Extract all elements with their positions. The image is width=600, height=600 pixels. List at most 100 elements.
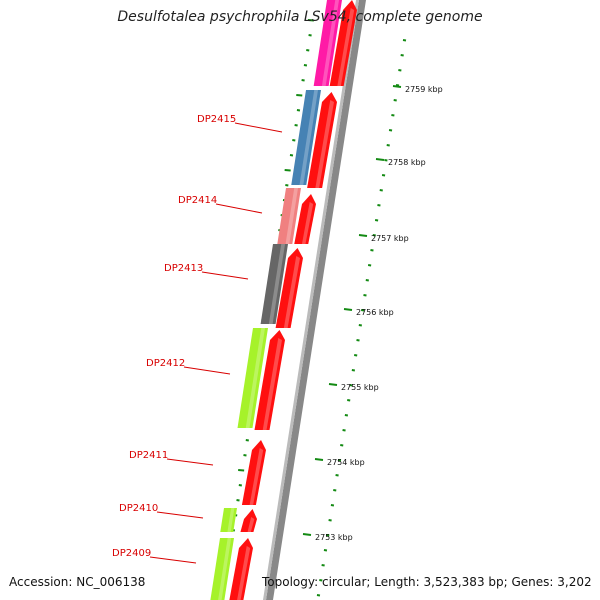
- inner-tick: [292, 139, 296, 142]
- outer-tick: [367, 264, 372, 267]
- gene-label-dp2413[interactable]: DP2413: [164, 263, 203, 274]
- outer-tick: [388, 129, 393, 132]
- leader-line: [215, 203, 263, 214]
- kbp-label: 2756 kbp: [356, 308, 394, 317]
- outer-tick: [326, 534, 330, 537]
- outer-tick: [374, 219, 379, 222]
- outer-tick: [386, 144, 390, 147]
- outer-tick: [354, 354, 358, 357]
- inner-tick: [294, 124, 298, 127]
- inner-tick: [303, 64, 308, 67]
- gene-arrow-7: [240, 509, 257, 532]
- outer-tick: [379, 189, 383, 192]
- inner-tick: [289, 154, 294, 157]
- gene-arrow-4: [275, 248, 303, 328]
- inner-tick: [306, 49, 310, 52]
- outer-tick: [398, 69, 402, 72]
- inner-tick: [308, 34, 312, 37]
- gene-block-dp2414: [277, 188, 301, 244]
- outer-tick: [323, 549, 328, 552]
- inner-tick: [236, 499, 240, 502]
- outer-tick: [381, 174, 386, 177]
- outer-tick: [333, 489, 337, 492]
- outer-tick: [358, 324, 362, 327]
- outer-tick: [384, 159, 388, 162]
- gene-block-dp2410: [220, 508, 237, 532]
- inner-tick: [284, 169, 291, 172]
- outer-tick: [372, 234, 376, 237]
- gene-label-dp2415[interactable]: DP2415: [197, 114, 236, 125]
- leader-line: [166, 458, 214, 466]
- gene-label-dp2409[interactable]: DP2409: [112, 548, 151, 559]
- leader-line: [183, 366, 231, 375]
- gene-label-dp2414[interactable]: DP2414: [178, 195, 217, 206]
- outer-tick: [335, 474, 339, 477]
- outer-tick: [360, 309, 365, 312]
- gene-block-dp2409: [210, 538, 234, 600]
- genome-backbone: [266, 0, 366, 600]
- kbp-label: 2758 kbp: [388, 158, 426, 167]
- outer-tick: [316, 594, 321, 597]
- leader-line: [149, 556, 197, 564]
- outer-tick: [363, 294, 367, 297]
- kbp-label: 2757 kbp: [371, 234, 409, 243]
- outer-tick: [351, 369, 356, 372]
- inner-tick: [238, 469, 245, 472]
- major-tick: [328, 383, 338, 386]
- outer-tick: [347, 399, 351, 402]
- major-tick: [343, 308, 353, 311]
- genome-title: Desulfotalea psychrophila LSv54, complet…: [117, 9, 483, 25]
- gene-arrow-1: [329, 0, 357, 86]
- leader-line: [234, 122, 283, 133]
- inner-tick: [238, 484, 242, 487]
- gene-arrow-8: [229, 538, 253, 600]
- outer-tick: [321, 564, 325, 567]
- inner-tick: [296, 94, 303, 97]
- outer-tick: [342, 429, 346, 432]
- gene-arrow-5: [254, 330, 285, 430]
- outer-tick: [395, 84, 400, 87]
- major-tick: [302, 533, 312, 536]
- major-tick: [314, 458, 324, 461]
- outer-tick: [402, 39, 407, 42]
- genome-backbone-highlight: [263, 0, 359, 600]
- outer-tick: [328, 519, 332, 522]
- outer-tick: [356, 339, 360, 342]
- major-tick: [375, 158, 385, 161]
- outer-tick: [340, 444, 344, 447]
- gene-arrow-2: [307, 92, 337, 188]
- kbp-label: 2755 kbp: [341, 383, 379, 392]
- gene-label-dp2411[interactable]: DP2411: [129, 450, 168, 461]
- kbp-label: 2754 kbp: [327, 458, 365, 467]
- outer-tick: [319, 579, 323, 582]
- kbp-label: 2759 kbp: [405, 85, 443, 94]
- outer-tick: [344, 414, 349, 417]
- gene-block-magenta: [313, 0, 342, 86]
- inner-tick: [307, 19, 314, 22]
- outer-tick: [377, 204, 381, 207]
- outer-tick: [365, 279, 369, 282]
- topology-text: Topology: circular; Length: 3,523,383 bp…: [262, 575, 592, 589]
- gene-arrow-6: [241, 440, 266, 505]
- gene-arrow-3: [294, 194, 316, 244]
- gene-block-dp2413: [260, 244, 288, 324]
- gene-block-dp2412: [237, 328, 268, 428]
- inner-tick: [301, 79, 305, 82]
- leader-line: [156, 511, 204, 519]
- inner-tick: [296, 109, 301, 112]
- kbp-label: 2753 kbp: [315, 533, 353, 542]
- outer-tick: [370, 249, 374, 252]
- leader-line: [201, 271, 249, 280]
- inner-tick: [285, 184, 289, 187]
- inner-tick: [245, 439, 249, 442]
- outer-tick: [337, 459, 342, 462]
- outer-tick: [330, 504, 335, 507]
- major-tick: [358, 234, 368, 237]
- gene-label-dp2410[interactable]: DP2410: [119, 503, 158, 514]
- outer-tick: [393, 99, 397, 102]
- inner-tick: [243, 454, 247, 457]
- accession-text: Accession: NC_006138: [9, 575, 146, 589]
- gene-block-dp2415: [291, 90, 321, 185]
- gene-label-dp2412[interactable]: DP2412: [146, 358, 185, 369]
